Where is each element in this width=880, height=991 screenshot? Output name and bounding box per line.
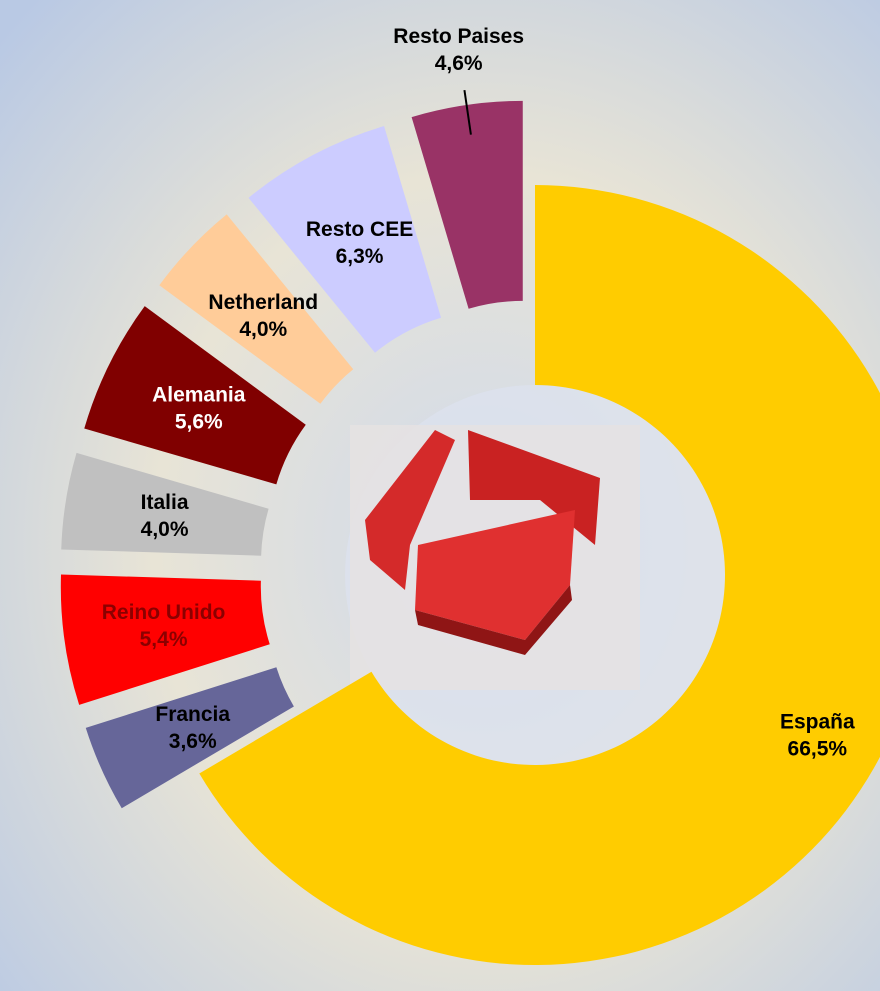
slice-label: Resto Paises: [393, 25, 524, 48]
slice: [60, 574, 270, 705]
value-label: 5,6%: [175, 411, 223, 434]
slice-label: Francia: [155, 703, 230, 726]
leader-line: [463, 89, 472, 135]
slice: [85, 667, 294, 809]
slice-label: Resto CEE: [306, 218, 413, 241]
slice-label: Netherland: [208, 291, 318, 314]
value-label: 4,6%: [435, 52, 483, 75]
slice: [248, 126, 442, 353]
value-label: 4,0%: [141, 518, 189, 541]
logo: [350, 425, 640, 690]
slice: [199, 185, 880, 965]
slice: [159, 214, 354, 404]
slice-label: Italia: [141, 491, 189, 514]
slice-label: Alemania: [152, 384, 246, 407]
slice-label: Reino Unido: [102, 601, 226, 624]
slice: [411, 100, 523, 309]
value-label: 3,6%: [169, 730, 217, 753]
value-label: 6,3%: [336, 245, 384, 268]
slice-label: España: [780, 711, 855, 734]
slice: [84, 306, 306, 485]
slice: [61, 452, 269, 556]
value-label: 5,4%: [140, 628, 188, 651]
value-label: 4,0%: [239, 318, 287, 341]
value-label: 66,5%: [788, 738, 848, 761]
